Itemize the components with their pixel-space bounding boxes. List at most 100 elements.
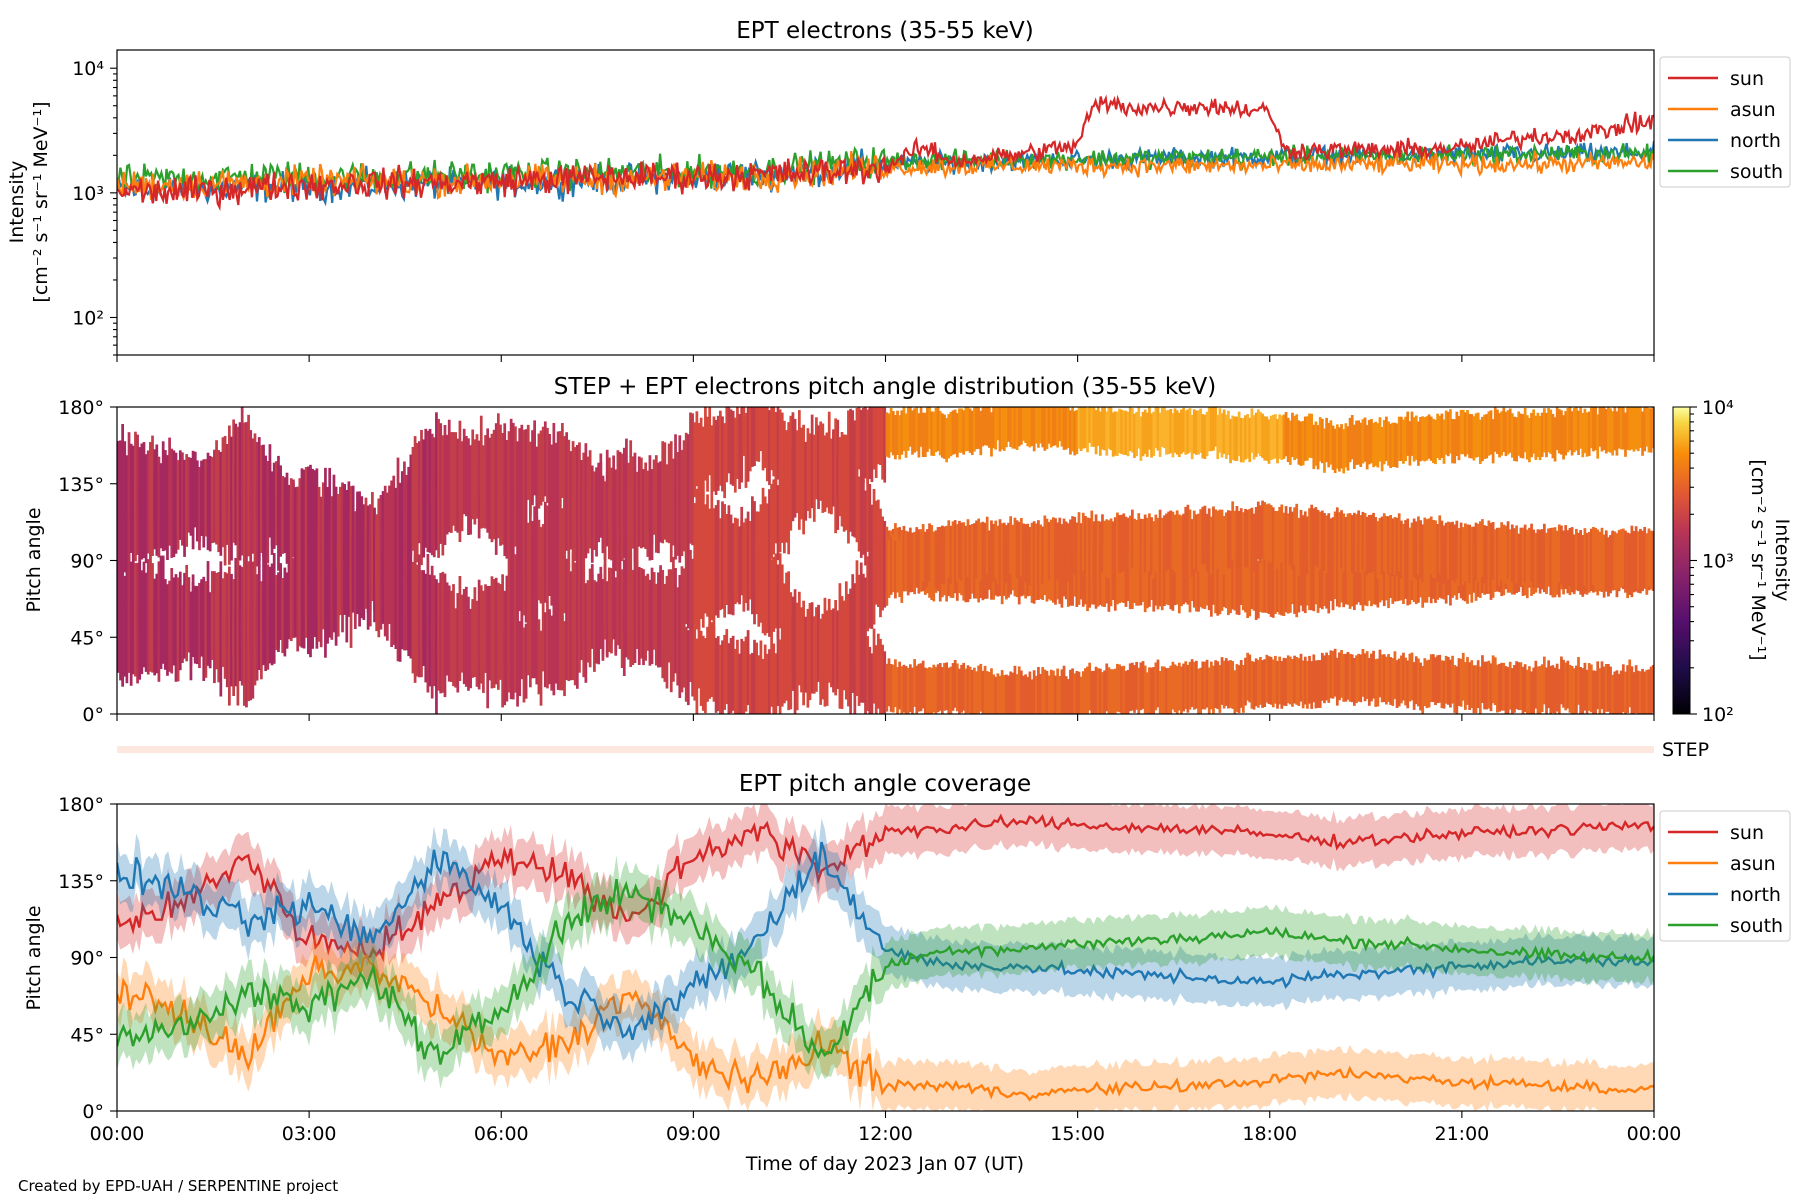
heatmap-cell bbox=[546, 613, 549, 689]
heatmap-cell bbox=[1237, 665, 1241, 713]
heatmap-cell bbox=[872, 407, 876, 470]
heatmap-cell bbox=[947, 667, 951, 714]
heatmap-cell bbox=[1397, 542, 1401, 601]
heatmap-cell bbox=[862, 573, 865, 649]
heatmap-cell bbox=[443, 573, 447, 649]
heatmap-cell bbox=[1451, 655, 1454, 704]
heatmap-cell bbox=[1064, 676, 1068, 714]
heatmap-cell bbox=[1333, 428, 1337, 473]
heatmap-cell bbox=[1028, 671, 1032, 714]
panel-intensity-title: EPT electrons (35-55 keV) bbox=[736, 18, 1033, 44]
ytick-label: 45° bbox=[70, 1024, 104, 1046]
heatmap-cell bbox=[420, 430, 423, 505]
heatmap-cell bbox=[1207, 407, 1211, 452]
heatmap-cell bbox=[1376, 521, 1380, 580]
heatmap-cell bbox=[932, 411, 936, 456]
heatmap-cell bbox=[872, 628, 876, 704]
heatmap-cell bbox=[533, 538, 536, 614]
heatmap-cell bbox=[1205, 513, 1209, 572]
heatmap-cell bbox=[1408, 653, 1412, 702]
heatmap-cell bbox=[1192, 549, 1196, 608]
heatmap-cell bbox=[428, 477, 432, 553]
heatmap-cell bbox=[1551, 527, 1555, 586]
heatmap-cell bbox=[1645, 407, 1649, 447]
heatmap-cell bbox=[277, 495, 280, 571]
heatmap-cell bbox=[426, 554, 430, 629]
heatmap-cell bbox=[430, 565, 434, 641]
heatmap-cell bbox=[714, 637, 718, 713]
heatmap-cell bbox=[1073, 516, 1077, 575]
heatmap-cell bbox=[859, 627, 863, 703]
heatmap-cell bbox=[674, 484, 677, 560]
heatmap-cell bbox=[422, 482, 425, 558]
heatmap-cell bbox=[635, 574, 639, 649]
heatmap-cell bbox=[516, 631, 519, 707]
heatmap-cell bbox=[1331, 552, 1335, 611]
heatmap-cell bbox=[1500, 662, 1504, 711]
heatmap-cell bbox=[661, 468, 665, 544]
heatmap-cell bbox=[1380, 654, 1384, 703]
heatmap-cell bbox=[439, 573, 443, 648]
heatmap-cell bbox=[1327, 555, 1331, 614]
heatmap-cell bbox=[763, 407, 767, 468]
heatmap-cell bbox=[345, 489, 349, 565]
heatmap-cell bbox=[676, 587, 680, 663]
heatmap-cell bbox=[1402, 523, 1405, 582]
heatmap-cell bbox=[1297, 554, 1301, 613]
heatmap-cell bbox=[351, 485, 355, 561]
heatmap-cell bbox=[633, 547, 637, 623]
heatmap-cell bbox=[825, 610, 829, 686]
heatmap-cell bbox=[840, 451, 844, 527]
heatmap-cell bbox=[1022, 407, 1025, 441]
heatmap-cell bbox=[1323, 548, 1326, 607]
heatmap-cell bbox=[1615, 533, 1619, 592]
heatmap-cell bbox=[511, 624, 515, 700]
heatmap-cell bbox=[341, 482, 344, 558]
heatmap-cell bbox=[1470, 526, 1474, 585]
heatmap-cell bbox=[1090, 407, 1094, 447]
heatmap-cell bbox=[1333, 541, 1337, 599]
heatmap-cell bbox=[1365, 425, 1369, 470]
heatmap-cell bbox=[1534, 415, 1538, 460]
heatmap-cell bbox=[1306, 516, 1309, 575]
heatmap-cell bbox=[1572, 668, 1576, 714]
heatmap-cell bbox=[1391, 422, 1395, 467]
heatmap-cell bbox=[1297, 517, 1301, 576]
heatmap-cell bbox=[304, 562, 308, 638]
heatmap-cell bbox=[313, 470, 317, 546]
heatmap-cell bbox=[1318, 417, 1322, 462]
heatmap-cell bbox=[1090, 546, 1094, 605]
heatmap-cell bbox=[712, 562, 716, 638]
heatmap-cell bbox=[1056, 407, 1060, 448]
heatmap-cell bbox=[849, 408, 852, 484]
heatmap-cell bbox=[469, 459, 472, 535]
heatmap-cell bbox=[1348, 550, 1352, 609]
heatmap-cell bbox=[1263, 502, 1267, 561]
heatmap-cell bbox=[1165, 546, 1168, 605]
heatmap-cell bbox=[695, 411, 699, 487]
heatmap-cell bbox=[1568, 528, 1572, 586]
heatmap-cell bbox=[1510, 524, 1514, 583]
heatmap-cell bbox=[1417, 516, 1420, 575]
heatmap-cell bbox=[1227, 410, 1230, 455]
heatmap-cell bbox=[1222, 549, 1226, 608]
heatmap-cell bbox=[234, 611, 238, 687]
heatmap-cell bbox=[1086, 408, 1089, 453]
heatmap-cell bbox=[1096, 668, 1100, 714]
heatmap-cell bbox=[409, 583, 413, 659]
heatmap-cell bbox=[1143, 409, 1147, 454]
heatmap-cell bbox=[368, 551, 372, 627]
heatmap-cell bbox=[351, 537, 355, 613]
heatmap-cell bbox=[718, 518, 722, 594]
heatmap-cell bbox=[941, 525, 944, 584]
heatmap-cell bbox=[951, 521, 955, 580]
heatmap-cell bbox=[864, 577, 867, 653]
heatmap-cell bbox=[772, 479, 776, 555]
heatmap-cell bbox=[968, 666, 972, 714]
heatmap-cell bbox=[913, 408, 916, 453]
heatmap-cell bbox=[1152, 553, 1156, 612]
heatmap-cell bbox=[759, 640, 763, 714]
heatmap-cell bbox=[1212, 407, 1215, 451]
heatmap-cell bbox=[1361, 552, 1365, 611]
heatmap-cell bbox=[1346, 426, 1350, 471]
